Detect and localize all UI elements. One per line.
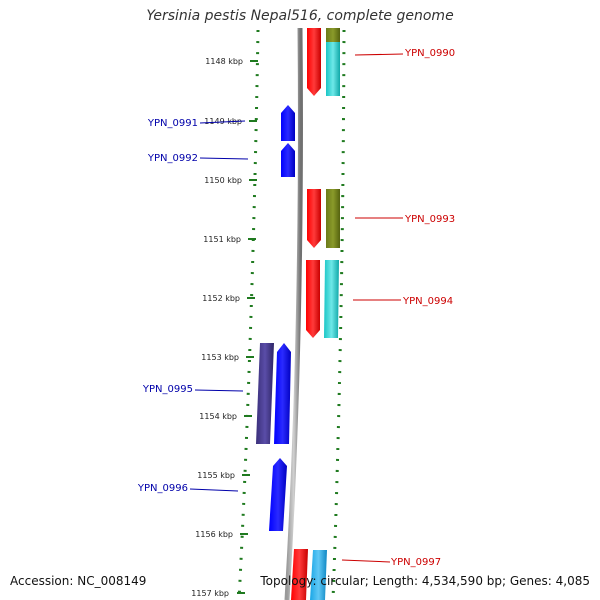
gene-ypn-0990-arrow: [307, 32, 321, 96]
scale-tick-label: 1157 kbp: [191, 589, 229, 598]
gene-label-leader: [199, 120, 246, 124]
gene-ypn-0990-cog-olive: [326, 32, 340, 42]
map-title: Yersinia pestis Nepal516, complete genom…: [146, 8, 454, 24]
gene-label-ypn-0997[interactable]: YPN_0997: [390, 557, 441, 568]
scale-tick-label: 1156 kbp: [195, 530, 233, 539]
gene-label-ypn-0996[interactable]: YPN_0996: [137, 483, 188, 494]
genome-backbone: [284, 27, 303, 600]
gene-label-ypn-0991[interactable]: YPN_0991: [147, 118, 198, 129]
scale-tick-label: 1155 kbp: [197, 471, 235, 480]
gene-label-leader: [199, 157, 249, 160]
topology-text: Topology: circular; Length: 4,534,590 bp…: [260, 574, 590, 588]
scale-tick-label: 1152 kbp: [202, 294, 240, 303]
gene-ypn-0997-cog-skyblue: [310, 550, 327, 600]
gene-ypn-0993-cog-olive: [326, 189, 340, 248]
gene-ypn-0990-cog-cyan: [326, 42, 340, 96]
scale-tick-label: 1151 kbp: [203, 235, 241, 244]
gene-label-ypn-0993[interactable]: YPN_0993: [404, 214, 455, 225]
scale-tick-label: 1154 kbp: [199, 412, 237, 421]
gene-ypn-0991-arrow: [281, 105, 295, 141]
accession-text: Accession: NC_008149: [10, 574, 147, 588]
scale-ticks: 1148 kbp 1149 kbp 1150 kbp 1151 kbp 1152…: [191, 57, 258, 598]
gene-label-leader: [341, 559, 391, 563]
gene-label-ypn-0995[interactable]: YPN_0995: [142, 384, 193, 395]
gene-ypn-0993-arrow: [307, 189, 321, 248]
gene-label-ypn-0992[interactable]: YPN_0992: [147, 153, 198, 164]
gene-label-leader: [194, 389, 244, 392]
gene-label-leader: [354, 53, 404, 56]
scale-tick-label: 1150 kbp: [204, 176, 242, 185]
gene-ypn-0996-arrow: [269, 458, 287, 531]
gene-ypn-0995-cog-purple: [256, 343, 274, 444]
gene-label-leader: [189, 488, 239, 492]
forward-gene-labels: YPN_0990 YPN_0993 YPN_0994 YPN_0997: [341, 48, 455, 568]
gene-label-ypn-0990[interactable]: YPN_0990: [404, 48, 455, 59]
gene-ypn-0997-arrow: [291, 549, 308, 600]
gene-partial-top-olive: [326, 28, 340, 32]
gene-ypn-0994-cog-cyan: [324, 260, 339, 338]
scale-axis-dots: [237, 29, 260, 600]
gene-label-ypn-0994[interactable]: YPN_0994: [402, 296, 453, 307]
gene-ypn-0992-arrow: [281, 143, 295, 177]
scale-tick-label: 1148 kbp: [205, 57, 243, 66]
gene-partial-top-red: [307, 28, 321, 32]
gene-ypn-0995-arrow: [274, 343, 291, 444]
gene-ypn-0994-arrow: [306, 260, 320, 338]
scale-tick-label: 1153 kbp: [201, 353, 239, 362]
reverse-gene-labels: YPN_0991 YPN_0992 YPN_0995 YPN_0996: [137, 118, 249, 494]
